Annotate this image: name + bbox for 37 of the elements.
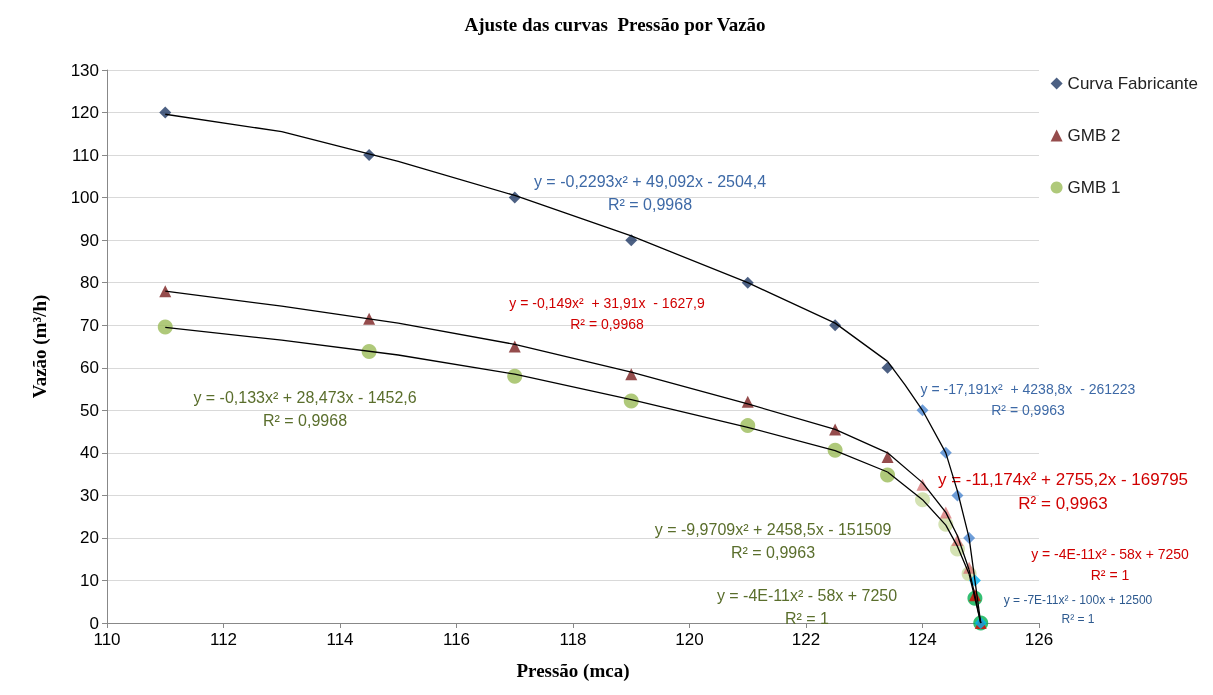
y-tick-label: 120 <box>70 103 99 123</box>
y-tick-label: 130 <box>70 60 99 80</box>
annotation: y = -7E-11x² - 100x + 12500 R² = 1 <box>1003 592 1153 626</box>
chart-title: Ajuste das curvas Pressão por Vazão <box>464 14 766 35</box>
y-tick-label: 100 <box>70 188 99 208</box>
x-tick-label: 116 <box>442 630 471 649</box>
annotation: y = -0,2293x² + 49,092x - 2504,4 R² = 0,9968 <box>533 173 767 213</box>
annotation: y = -4E-11x² - 58x + 7250 R² = 1 <box>716 587 898 627</box>
y-tick-label: 20 <box>80 528 99 548</box>
x-tick-label: 124 <box>908 630 937 649</box>
legend-label: GMB 1 <box>1067 178 1121 197</box>
legend-label: GMB 2 <box>1067 126 1121 145</box>
x-tick-label: 120 <box>675 630 704 649</box>
x-tick-label: 118 <box>559 630 587 649</box>
annotation: y = -0,149x² + 31,91x - 1627,9 R² = 0,9968 <box>509 294 705 332</box>
annotation: y = -4E-11x² - 58x + 7250 R² = 1 <box>1031 545 1190 583</box>
x-tick-label: 122 <box>791 630 821 649</box>
y-tick-label: 110 <box>71 145 99 165</box>
x-tick-label: 126 <box>1024 630 1054 649</box>
y-tick-label: 50 <box>80 400 99 420</box>
x-tick-label: 112 <box>209 630 238 649</box>
y-tick-label: 30 <box>80 485 99 505</box>
y-tick-label: 0 <box>89 613 99 633</box>
y-tick-label: 40 <box>80 443 99 463</box>
y-tick-label: 10 <box>80 570 99 590</box>
x-axis-title: Pressão (mca) <box>516 660 630 682</box>
y-tick-label: 80 <box>80 273 99 293</box>
annotation: y = -17,191x² + 4238,8x - 261223 R² = 0,9963 <box>920 380 1136 418</box>
x-tick-label: 110 <box>93 630 121 649</box>
annotation: y = -0,133x² + 28,473x - 1452,6 R² = 0,9968 <box>193 389 417 429</box>
legend-label: Curva Fabricante <box>1067 74 1198 93</box>
y-tick-label: 90 <box>80 230 99 250</box>
y-axis-title: Vazão (m³/h) <box>29 294 51 399</box>
x-tick-label: 114 <box>326 630 354 649</box>
y-tick-label: 70 <box>80 315 99 335</box>
annotation: y = -9,9709x² + 2458,5x - 151509 R² = 0,9963 <box>654 521 892 561</box>
y-tick-label: 60 <box>80 358 99 378</box>
